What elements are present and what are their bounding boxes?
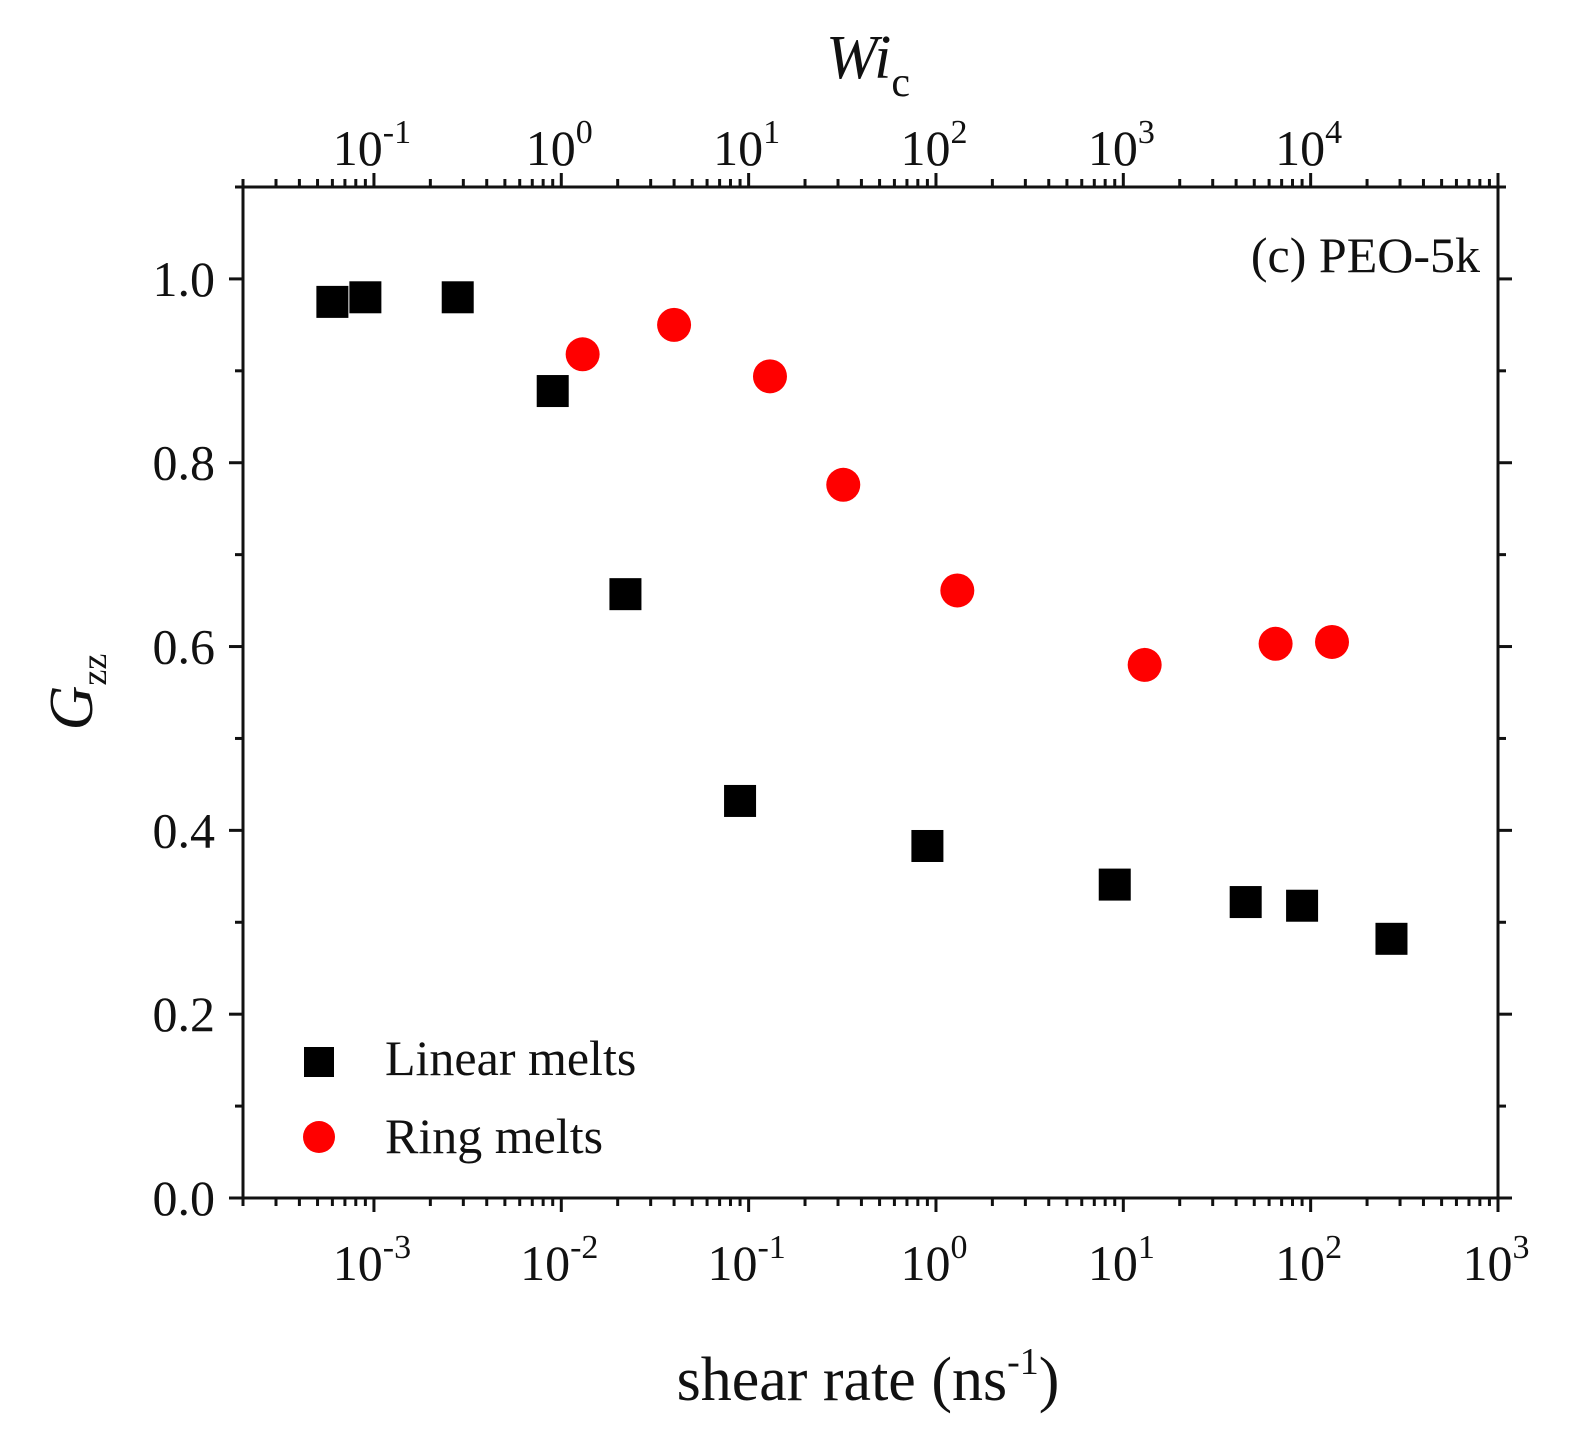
plot-frame <box>241 185 1500 1200</box>
ring-melt-point <box>752 359 787 394</box>
top-tick-label: 103 <box>1088 114 1155 176</box>
y-tick-label: 0.4 <box>153 802 216 858</box>
top-axis-title-sub: c <box>891 60 910 106</box>
linear-melt-point <box>536 375 569 408</box>
top-tick-label: 10-1 <box>333 114 411 176</box>
y-tick-label: 0.0 <box>153 1170 216 1226</box>
ring-melt-point <box>565 337 600 372</box>
panel-label: (c) PEO-5k <box>1251 227 1480 283</box>
x-tick-label: 101 <box>1088 1229 1155 1291</box>
x-tick-label: 10-1 <box>707 1229 785 1291</box>
linear-melt-point <box>349 281 382 314</box>
axis-ticks <box>229 173 1512 1212</box>
y-tick-label: 0.8 <box>153 435 216 491</box>
top-tick-label: 100 <box>526 114 593 176</box>
tick-labels: 0.0 0.2 0.4 0.6 0.8 1.0 10-3 10-2 10-1 100 101 102 1… <box>153 114 1530 1291</box>
linear-melt-point <box>609 578 642 611</box>
ring-melt-point <box>1258 626 1293 661</box>
legend-label-ring: Ring melts <box>385 1108 603 1164</box>
ring-melt-point <box>657 307 692 342</box>
linear-melt-point <box>1098 868 1131 901</box>
linear-melt-point <box>316 285 349 318</box>
ring-melt-point <box>826 467 861 502</box>
legend-label-linear: Linear melts <box>385 1030 636 1086</box>
x-tick-label: 102 <box>1275 1229 1342 1291</box>
top-tick-label: 102 <box>900 114 967 176</box>
ring-melt-point <box>1315 624 1350 659</box>
y-tick-label: 0.6 <box>153 619 216 675</box>
legend-marker-ring <box>303 1121 335 1153</box>
top-axis-title: Wic <box>826 24 910 106</box>
x-axis-title-main: shear rate (ns <box>677 1346 1008 1414</box>
linear-melt-point <box>441 281 474 314</box>
y-axis-title-main: G <box>38 686 106 731</box>
linear-melt-point <box>1375 922 1408 955</box>
ring-melt-point <box>940 573 975 608</box>
legend: Linear melts Ring melts <box>303 1030 636 1164</box>
x-tick-label: 103 <box>1463 1229 1530 1291</box>
x-tick-label: 10-2 <box>520 1229 598 1291</box>
y-axis-title: Gzz <box>38 654 114 731</box>
linear-melt-point <box>1229 886 1262 919</box>
top-tick-label: 101 <box>713 114 780 176</box>
x-tick-label: 100 <box>900 1229 967 1291</box>
x-tick-label: 10-3 <box>333 1229 411 1291</box>
linear-melt-point <box>1286 889 1319 922</box>
x-axis-title-exp: -1 <box>1007 1341 1039 1383</box>
y-axis-title-sub: zz <box>74 654 114 686</box>
legend-marker-linear <box>304 1047 334 1077</box>
top-axis-title-main: Wi <box>826 24 891 92</box>
top-tick-label: 104 <box>1275 114 1342 176</box>
ring-melt-point <box>1127 647 1162 682</box>
y-tick-label: 1.0 <box>153 251 216 307</box>
linear-melt-point <box>724 784 757 817</box>
data-marks <box>316 281 1408 955</box>
y-tick-label: 0.2 <box>153 986 216 1042</box>
x-axis-title-close: ) <box>1039 1346 1060 1414</box>
linear-melt-point <box>911 829 944 862</box>
x-axis-title: shear rate (ns-1) <box>677 1341 1060 1414</box>
